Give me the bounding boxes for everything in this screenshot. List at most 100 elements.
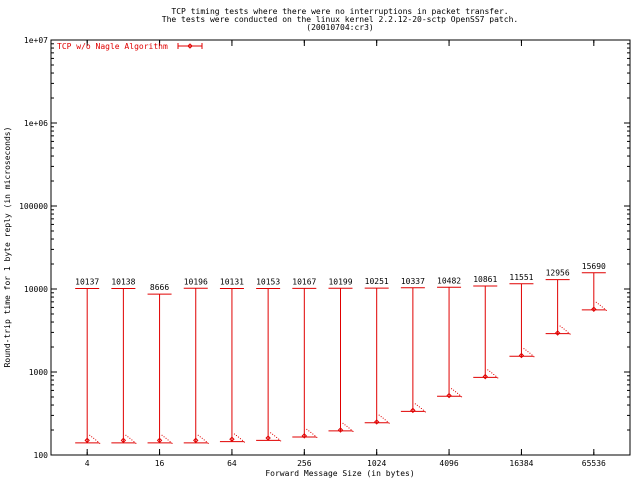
y-tick-label: 1e+07 [24,36,48,45]
max-value-label: 11551 [509,273,533,282]
sample-dot [346,425,348,427]
sample-dot [235,435,237,437]
sample-dot [312,433,314,435]
median-marker [518,352,525,359]
sample-dot [344,424,346,426]
sample-dot [527,351,529,353]
max-value-label: 10861 [473,275,497,284]
chart-title-line-3: (20010704:cr3) [306,23,373,32]
legend-marker [177,43,203,49]
max-value-label: 15690 [582,262,606,271]
sample-dot [563,328,565,330]
sample-dot [491,372,493,374]
median-marker [120,437,127,444]
median-marker [265,435,271,441]
sample-dot [422,409,424,411]
sample-dot [384,419,386,421]
x-tick-label: 16384 [509,459,533,468]
sample-dot [489,370,491,372]
data-point: 12956 [546,269,571,336]
sample-dot [133,441,135,443]
sample-dot [99,442,101,444]
sample-dot [314,435,316,437]
chart-title: TCP timing tests where there were no int… [162,7,518,32]
data-point: 10199 [328,277,354,433]
sample-dot [316,436,318,438]
sample-dot [459,394,461,396]
sample-dot [127,436,129,438]
y-axis-ticks: 100 1000 10000 100000 1e+06 1e+07 [19,36,630,460]
x-tick-label: 1024 [367,459,386,468]
x-tick-label: 4 [85,459,90,468]
sample-dot [203,439,205,441]
data-point: 10251 [365,277,390,425]
sample-dot [380,416,382,418]
sample-dot [455,391,457,393]
sample-dot [239,438,241,440]
sample-dot [272,433,274,435]
median-marker [229,436,235,442]
sample-dot [529,352,531,354]
sample-dot [306,428,308,430]
data-point: 10167 [292,277,318,439]
x-axis-label: Forward Message Size (in bytes) [265,469,414,478]
sample-dot [599,304,601,306]
chart-title-line-2: The tests were conducted on the linux ke… [162,15,518,24]
data-point: 10153 [256,277,282,442]
sample-dot [233,433,235,435]
data-point: 10861 [473,275,499,380]
sample-dot [601,306,603,308]
sample-dot [416,404,418,406]
legend-label: TCP w/o Nagle Algorithm [57,42,168,51]
sample-dot [167,439,169,441]
sample-dot [276,436,278,438]
sample-dot [201,437,203,439]
y-tick-label: 1e+06 [24,119,48,128]
sample-dot [569,333,571,335]
plot-area-frame [50,39,631,456]
sample-dot [95,439,97,441]
median-marker [373,419,380,425]
x-tick-label: 64 [227,459,237,468]
sample-dot [348,427,350,429]
sample-dot [308,430,310,432]
sample-dot [559,325,561,327]
y-axis-label: Round-trip time for 1 byte reply (in mic… [3,127,12,368]
sample-dot [567,331,569,333]
sample-dot [605,309,607,311]
sample-dot [270,432,272,434]
median-marker [410,407,416,414]
sample-dot [310,431,312,433]
sample-dot [169,441,171,443]
sample-dot [487,369,489,371]
sample-dot [161,434,163,436]
data-point: 10196 [184,277,209,444]
sample-dot [93,437,95,439]
sample-dot [243,441,245,443]
sample-dot [523,348,525,350]
sample-dot [420,407,422,409]
sample-dot [342,422,344,424]
sample-dot [386,420,388,422]
sample-dot [595,301,597,303]
sample-dot [241,439,243,441]
sample-dot [135,442,137,444]
sample-dot [278,438,280,440]
max-value-label: 8666 [150,283,169,292]
median-marker [193,437,199,444]
median-marker [591,306,597,312]
max-value-label: 10167 [292,277,316,286]
median-marker [301,433,308,439]
median-marker [482,373,488,380]
sample-dot [131,439,133,441]
data-point: 11551 [509,273,535,359]
sample-dot [565,330,567,332]
max-value-label: 10153 [256,277,280,286]
data-point: 15690 [582,262,607,312]
sample-dot [237,436,239,438]
x-tick-label: 16 [155,459,165,468]
max-value-label: 12956 [546,269,570,278]
sample-dot [274,435,276,437]
data-point: 10138 [111,278,137,444]
